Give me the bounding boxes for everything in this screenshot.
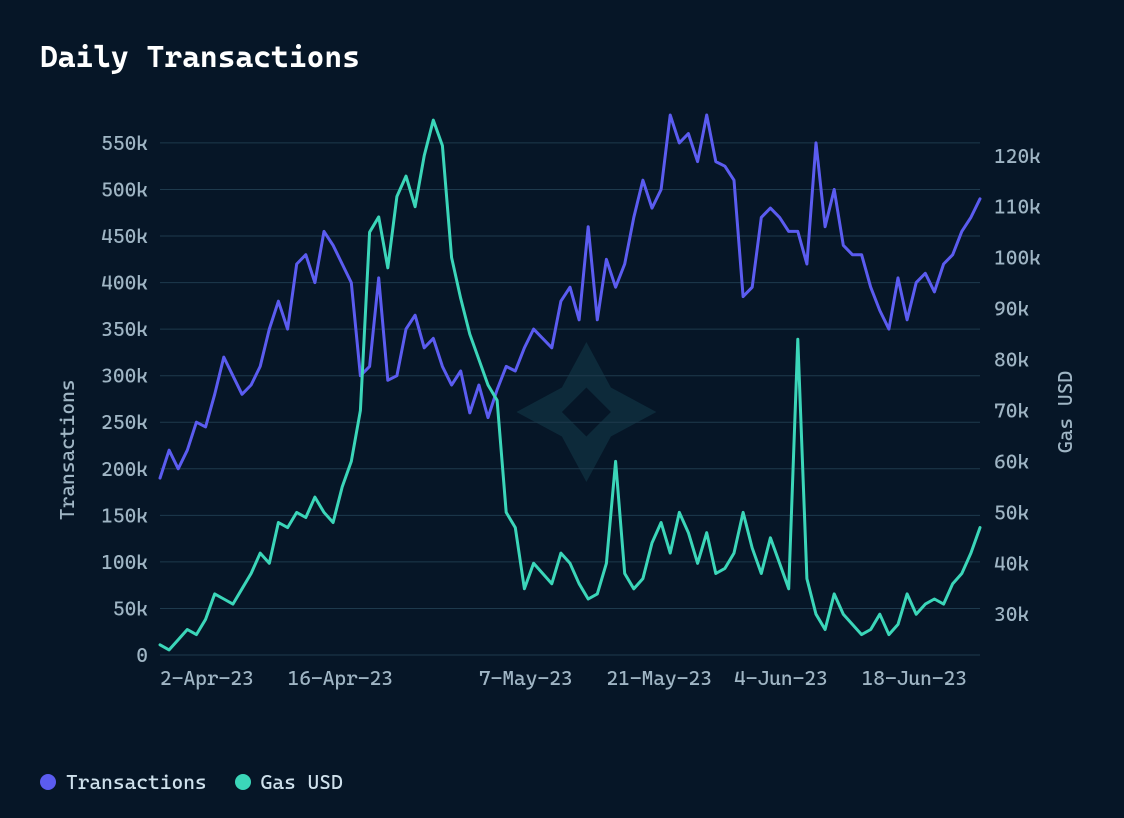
chart-card: Daily Transactions 0 50k 100k 150k 200k 250k 3… (0, 0, 1124, 818)
svg-text:18-Jun-23: 18-Jun-23 (862, 666, 967, 690)
svg-text:90k: 90k (994, 297, 1029, 321)
legend-dot-icon (235, 774, 251, 790)
svg-text:21-May-23: 21-May-23 (606, 666, 711, 690)
svg-text:60k: 60k (994, 449, 1029, 473)
svg-text:0: 0 (136, 643, 148, 667)
svg-text:150k: 150k (101, 503, 148, 527)
svg-text:120k: 120k (994, 144, 1041, 168)
svg-text:350k: 350k (101, 317, 148, 341)
svg-text:Transactions: Transactions (55, 379, 79, 520)
legend: Transactions Gas USD (40, 770, 343, 794)
legend-item-gas: Gas USD (235, 770, 343, 794)
svg-text:250k: 250k (101, 410, 148, 434)
chart-title: Daily Transactions (40, 40, 1084, 75)
svg-text:40k: 40k (994, 551, 1029, 575)
svg-text:450k: 450k (101, 224, 148, 248)
svg-text:110k: 110k (994, 195, 1041, 219)
svg-text:100k: 100k (994, 246, 1041, 270)
svg-text:300k: 300k (101, 364, 148, 388)
svg-text:80k: 80k (994, 348, 1029, 372)
svg-text:2-Apr-23: 2-Apr-23 (160, 666, 254, 690)
legend-dot-icon (40, 774, 56, 790)
svg-text:400k: 400k (101, 271, 148, 295)
svg-text:500k: 500k (101, 177, 148, 201)
legend-item-transactions: Transactions (40, 770, 207, 794)
line-chart: 0 50k 100k 150k 200k 250k 300k 350k 400k 450k 500k… (40, 105, 1084, 745)
svg-text:200k: 200k (101, 457, 148, 481)
svg-text:100k: 100k (101, 550, 148, 574)
svg-text:70k: 70k (994, 398, 1029, 422)
svg-text:50k: 50k (113, 596, 148, 620)
svg-text:7-May-23: 7-May-23 (479, 666, 573, 690)
chart-area: 0 50k 100k 150k 200k 250k 300k 350k 400k 450k 500k… (40, 105, 1084, 745)
legend-label: Transactions (66, 770, 207, 794)
legend-label: Gas USD (261, 770, 343, 794)
svg-text:16-Apr-23: 16-Apr-23 (288, 666, 393, 690)
svg-text:4-Jun-23: 4-Jun-23 (734, 666, 828, 690)
svg-text:50k: 50k (994, 500, 1029, 524)
svg-text:550k: 550k (101, 131, 148, 155)
svg-text:Gas USD: Gas USD (1053, 371, 1077, 453)
svg-text:30k: 30k (994, 602, 1029, 626)
